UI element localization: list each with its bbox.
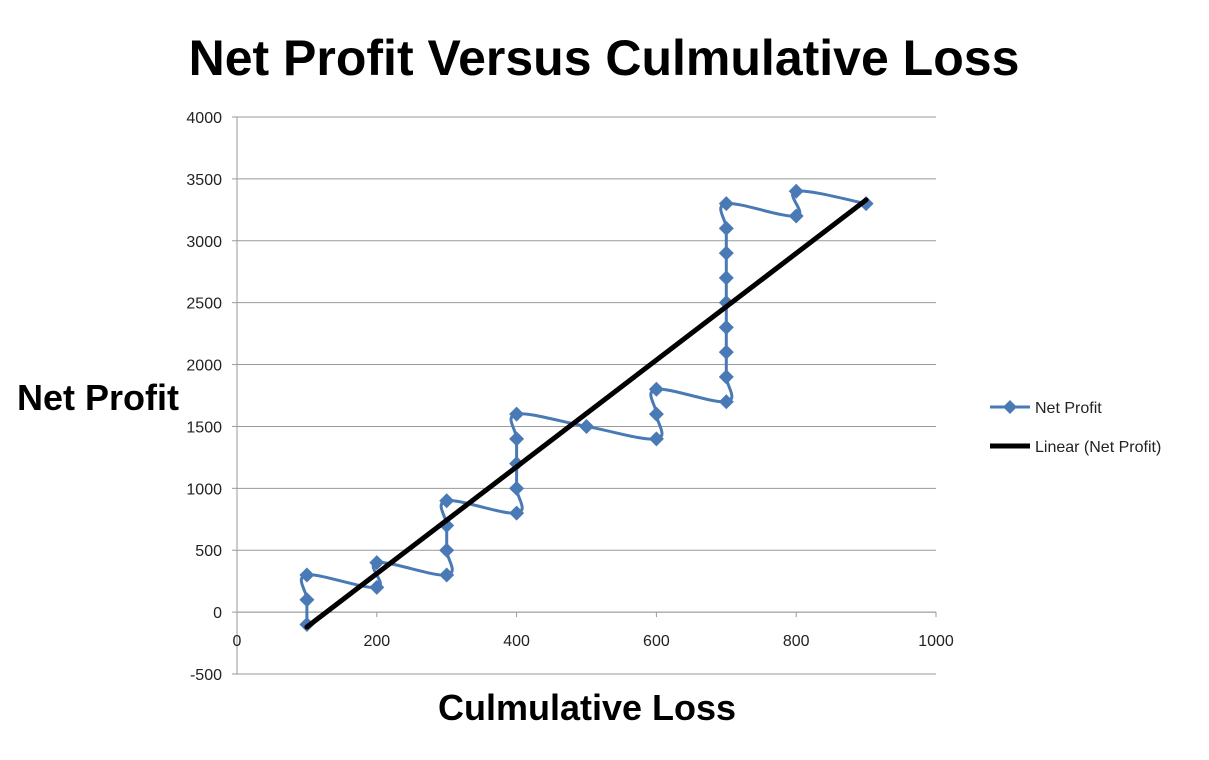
x-tick-label: 400 <box>503 633 530 650</box>
data-point-marker <box>788 208 804 224</box>
chart-title: Net Profit Versus Culmulative Loss <box>189 30 1020 86</box>
series-line <box>299 189 867 625</box>
data-point-marker <box>369 579 385 595</box>
x-tick-label: 600 <box>643 633 670 650</box>
y-tick-label: 1500 <box>186 419 222 436</box>
y-tick-label: 2000 <box>186 358 222 375</box>
y-tick-label: 1000 <box>186 481 222 498</box>
data-point-marker <box>369 555 385 571</box>
data-point-marker <box>439 567 455 583</box>
data-point-marker <box>788 183 804 199</box>
data-point-marker <box>509 456 525 472</box>
data-point-marker <box>509 406 525 422</box>
x-tick-label: 1000 <box>918 633 954 650</box>
data-point-marker <box>648 431 664 447</box>
x-axis-title: Culmulative Loss <box>438 687 736 728</box>
data-point-marker <box>509 480 525 496</box>
data-point-marker <box>579 418 594 434</box>
legend-label: Net Profit <box>1035 400 1102 417</box>
data-point-marker <box>509 431 525 447</box>
x-tick-label: 800 <box>783 633 810 650</box>
trendline <box>304 197 869 630</box>
data-point-marker <box>718 319 734 335</box>
data-point-marker <box>648 381 664 397</box>
x-tick-label: 200 <box>363 633 390 650</box>
legend-marker <box>1003 400 1017 414</box>
legend-label: Linear (Net Profit) <box>1035 439 1161 456</box>
legend: Net Profit Linear (Net Profit) <box>990 400 1161 456</box>
y-tick-label: 500 <box>195 543 222 560</box>
data-point-marker <box>439 493 455 509</box>
data-point-marker <box>648 406 664 422</box>
y-tick-label: 3000 <box>186 234 222 251</box>
x-tick-labels: 0 200 400 600 800 1000 <box>233 633 954 650</box>
data-point-marker <box>509 505 525 521</box>
y-tick-label: 0 <box>213 605 222 622</box>
data-point-marker <box>718 270 734 286</box>
y-axis-title: Net Profit <box>17 377 179 418</box>
data-point-marker <box>299 567 315 583</box>
y-tick-label: 2500 <box>186 296 222 313</box>
data-point-marker <box>718 369 734 385</box>
data-point-marker <box>299 592 315 608</box>
y-tick-label: 3500 <box>186 172 222 189</box>
data-point-marker <box>718 245 734 261</box>
x-tick-label: 0 <box>233 633 242 650</box>
data-point-marker <box>718 196 734 212</box>
data-point-marker <box>718 220 734 236</box>
data-point-marker <box>718 344 734 360</box>
y-tick-labels: -500 0 500 1000 1500 2000 2500 3000 3500 4000 <box>186 110 222 684</box>
data-point-marker <box>718 394 734 410</box>
axes <box>232 116 937 675</box>
series-layer <box>299 183 874 632</box>
y-tick-label: -500 <box>190 667 222 684</box>
grid-lines <box>237 116 936 675</box>
data-point-marker <box>439 542 455 558</box>
y-tick-label: 4000 <box>186 110 222 127</box>
